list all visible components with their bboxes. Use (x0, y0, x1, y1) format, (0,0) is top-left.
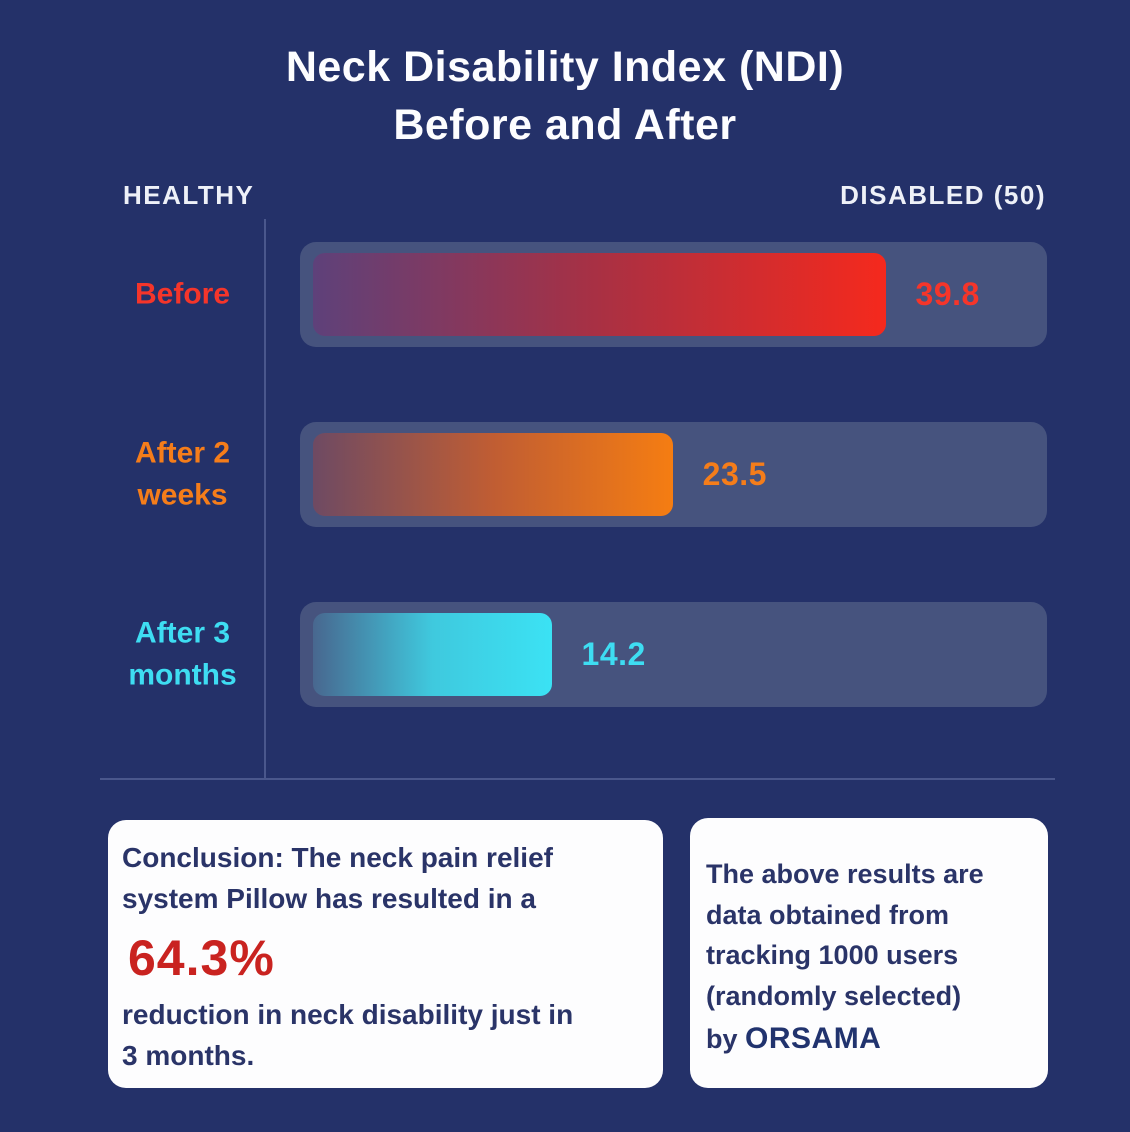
x-axis-line (100, 778, 1055, 780)
chart-row-after-2-weeks: After 2 weeks 23.5 (0, 422, 1130, 527)
bar-track-before: 39.8 (300, 242, 1047, 347)
category-label-after-2-weeks: After 2 weeks (134, 435, 231, 512)
bar-after-2-weeks (313, 433, 673, 516)
bar-track-after-2-weeks: 23.5 (300, 422, 1047, 527)
bar-after-3-months (313, 613, 552, 696)
conclusion-card: Conclusion: The neck pain relief system … (108, 820, 663, 1088)
chart-row-after-3-months: After 3 months 14.2 (0, 602, 1130, 707)
source-text-body: The above results are data obtained from… (706, 859, 984, 1054)
bar-value-after-3-months: 14.2 (581, 636, 646, 672)
source-text: The above results are data obtained from… (706, 854, 1042, 1061)
bar-value-before: 39.8 (915, 276, 980, 312)
bar-track-after-3-months: 14.2 (300, 602, 1047, 707)
category-label-after-3-months: After 3 months (128, 615, 237, 692)
conclusion-intro-text: Conclusion: The neck pain relief system … (122, 842, 553, 914)
axis-label-disabled: DISABLED (50) (840, 180, 1046, 210)
y-axis-line (264, 219, 266, 778)
brand-name: ORSAMA (745, 1022, 882, 1055)
bar-before (313, 253, 886, 336)
category-label-before: Before (134, 277, 231, 311)
axis-label-healthy: HEALTHY (123, 180, 255, 210)
page-title: Neck Disability Index (NDI) Before and A… (285, 43, 845, 150)
conclusion-outro-text: reduction in neck disability just in 3 m… (122, 999, 574, 1071)
reduction-percentage: 64.3% (128, 930, 275, 987)
source-card: The above results are data obtained from… (690, 818, 1048, 1088)
bar-value-after-2-weeks: 23.5 (702, 456, 767, 492)
ndi-bar-chart: Before 39.8 After 2 weeks 23.5 After 3 m… (0, 242, 1130, 782)
axis-endpoint-labels: HEALTHY DISABLED (50) (123, 180, 1046, 211)
chart-row-before: Before 39.8 (0, 242, 1130, 347)
